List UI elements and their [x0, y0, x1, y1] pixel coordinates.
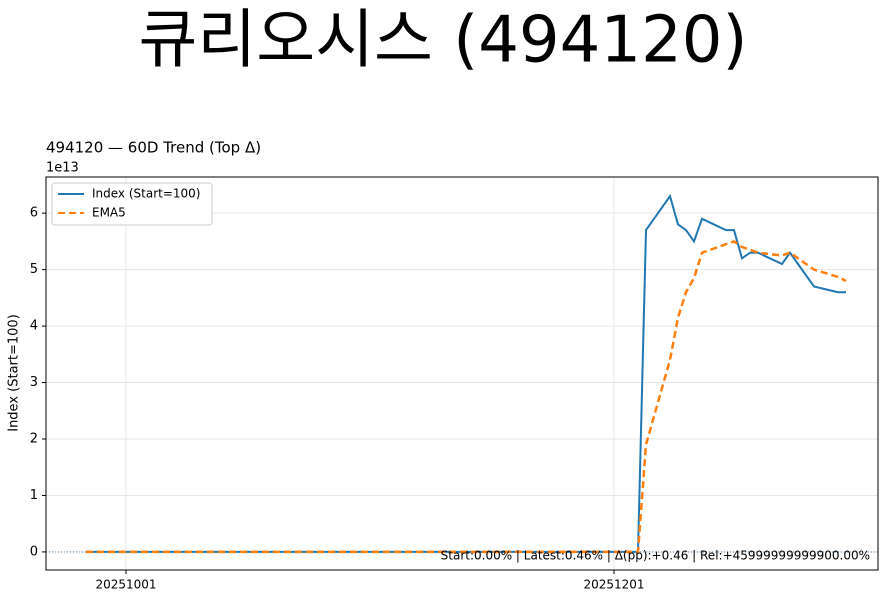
- x-tick-label: 20251001: [95, 578, 156, 592]
- series-line: [86, 240, 847, 554]
- x-tick-label: 20251201: [583, 578, 644, 592]
- y-tick-label: 1: [30, 488, 38, 503]
- y-tick-label: 2: [30, 432, 38, 447]
- y-tick-label: 0: [30, 544, 38, 559]
- offset-label: 1e13: [46, 161, 79, 176]
- chart-title: 큐리오시스 (494120): [139, 4, 748, 78]
- y-tick-label: 5: [30, 262, 38, 277]
- annotation: Start:0.00% | Latest:0.46% | Δ(pp):+0.46…: [441, 549, 870, 563]
- legend-label: Index (Start=100): [92, 187, 201, 201]
- y-tick-label: 6: [30, 206, 38, 221]
- legend-box: [51, 182, 213, 226]
- chart-subtitle: 494120 — 60D Trend (Top Δ): [46, 139, 261, 157]
- y-axis-label: Index (Start=100): [7, 314, 22, 432]
- series-line: [86, 193, 846, 553]
- legend-label: EMA5: [92, 206, 126, 220]
- plot-frame: [45, 176, 879, 571]
- y-tick-label: 4: [30, 319, 38, 334]
- y-tick-label: 3: [30, 375, 38, 390]
